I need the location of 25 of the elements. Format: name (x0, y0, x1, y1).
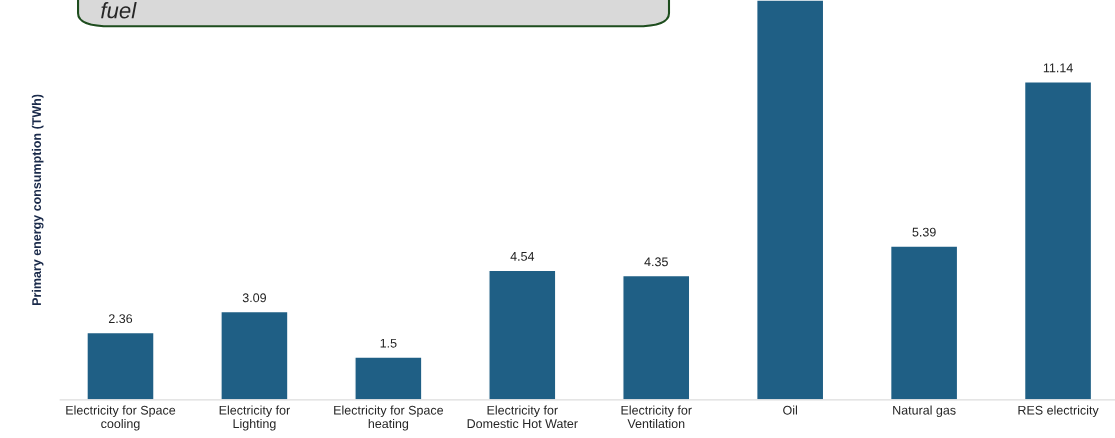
data-label: 1.5 (380, 338, 397, 348)
x-tick-label: Electricity for Space heating (334, 405, 444, 431)
x-tick-label: Oil (783, 405, 797, 415)
bar (889, 245, 959, 400)
data-label: 5.39 (912, 227, 936, 237)
bar (1023, 80, 1093, 400)
bar (86, 331, 155, 400)
data-label: 4.35 (644, 257, 668, 267)
data-label: 2.36 (108, 314, 133, 324)
bar (354, 356, 423, 400)
x-tick-label: RES electricity (1018, 405, 1099, 418)
bar (220, 310, 289, 400)
annotation: fuel (101, 2, 137, 19)
y-axis-title: Primary energy consumption (TWh) (31, 94, 44, 306)
data-label: 3.09 (242, 293, 266, 303)
data-label: 4.54 (510, 252, 535, 261)
data-label: 11.14 (1043, 63, 1073, 73)
bar (622, 274, 691, 400)
x-tick-label: Electricity for Lighting (219, 405, 290, 431)
x-tick-label: Electricity for Space cooling (66, 405, 176, 431)
bar (488, 269, 557, 400)
x-tick-label: Natural gas (893, 405, 956, 418)
x-tick-label: Electricity for Domestic Hot Water (467, 405, 578, 429)
bar (756, 0, 825, 400)
x-tick-label: Electricity for Ventilation (621, 405, 692, 429)
